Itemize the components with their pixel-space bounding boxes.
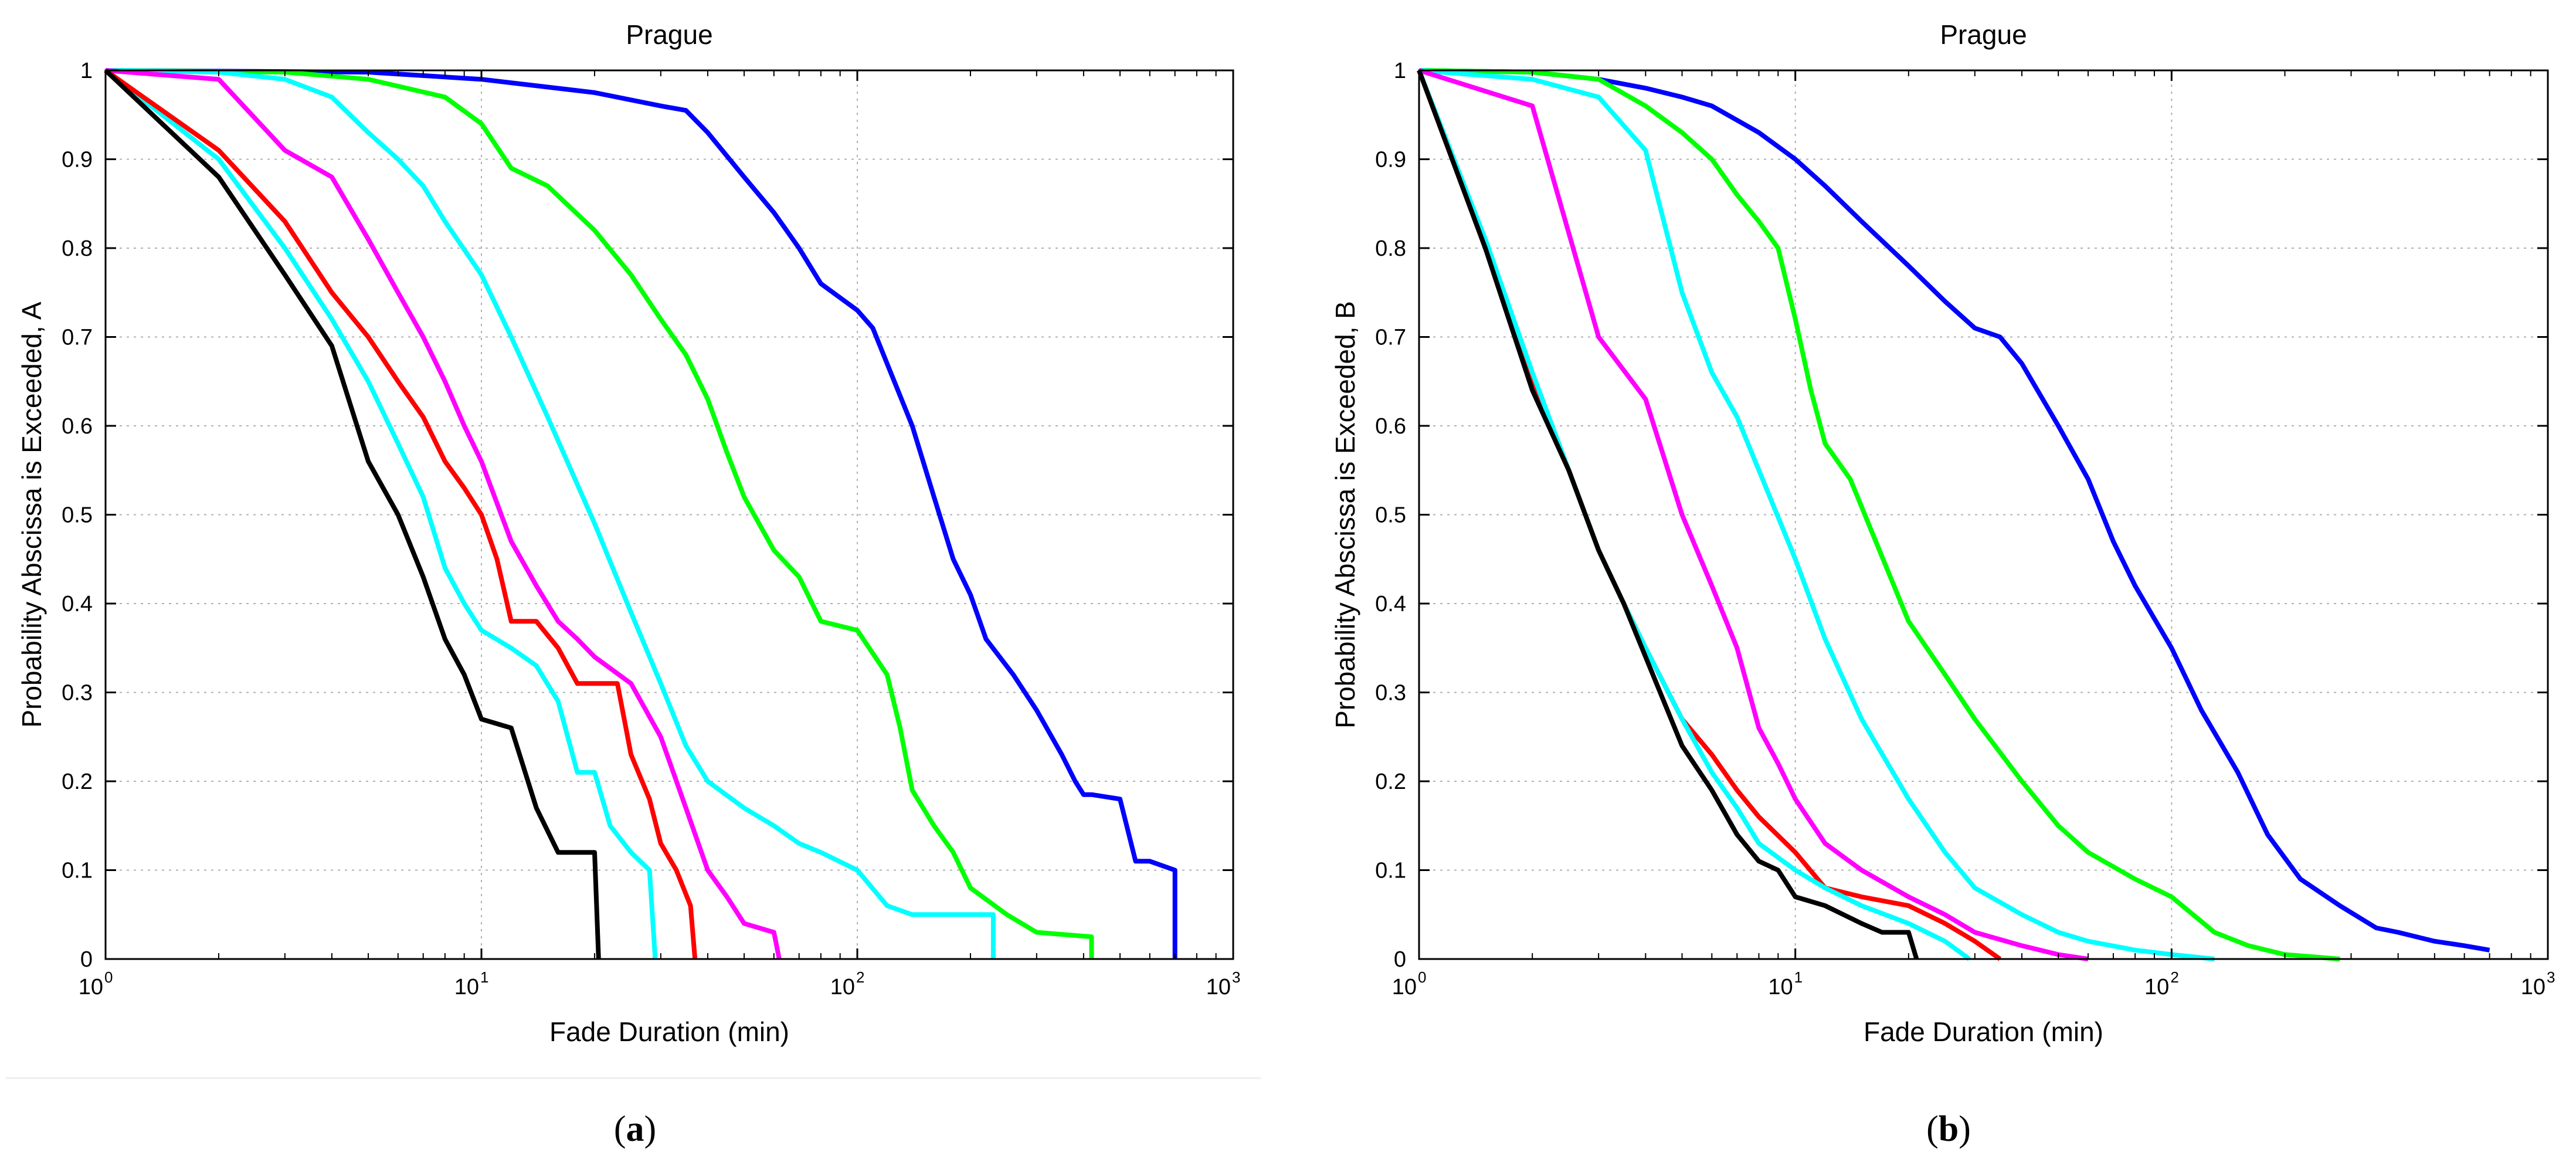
y-tick-label: 0.3 [1375, 681, 1406, 706]
caption-a-close: ) [644, 1109, 657, 1149]
y-tick-label: 0.3 [62, 681, 93, 706]
x-tick-base: 10 [830, 975, 855, 999]
series-line-cyan [105, 68, 996, 959]
y-tick-label: 0.6 [62, 414, 93, 439]
y-tick-label: 0.2 [1375, 770, 1406, 794]
x-tick-label: 10 [2521, 975, 2546, 999]
x-tick-label: 10 [2144, 975, 2169, 999]
y-tick-label: 0.8 [62, 236, 93, 261]
x-tick-exponent: 3 [2547, 968, 2555, 986]
series-line-cyan-2 [1417, 69, 1971, 961]
x-tick-label: 10 [454, 975, 479, 999]
series-line-blue [105, 68, 1177, 959]
x-tick-label: 10 [1768, 975, 1793, 999]
series-line-magenta [105, 68, 782, 960]
y-axis-label: Probability Abscissa is Exceeded, B [1330, 301, 1360, 728]
x-axis-label: Fade Duration (min) [1864, 1016, 2103, 1047]
caption-a: (a) [614, 1109, 656, 1149]
x-tick-base: 10 [2144, 975, 2169, 999]
x-tick-base: 10 [1392, 975, 1417, 999]
x-tick-label: 10 [1206, 975, 1231, 999]
x-tick-label: 10 [830, 975, 855, 999]
y-tick-label: 0.9 [62, 148, 93, 172]
y-tick-label: 0 [1394, 947, 1406, 972]
series-line-black [1417, 69, 1919, 960]
x-tick-label: 10 [79, 975, 103, 999]
y-tick-label: 0.4 [62, 592, 93, 616]
y-tick-label: 0.5 [62, 503, 93, 528]
x-axis-label: Fade Duration (min) [549, 1016, 789, 1047]
caption-a-open: ( [614, 1109, 626, 1149]
y-tick-label: 0.7 [62, 326, 93, 350]
caption-b-letter: b [1939, 1109, 1959, 1149]
y-tick-label: 0.1 [62, 859, 93, 883]
x-tick-base: 10 [79, 975, 103, 999]
series-line-green [1418, 68, 2340, 961]
caption-b-close: ) [1959, 1109, 1971, 1149]
series-line-cyan [1418, 68, 2215, 961]
series-line-red [104, 68, 698, 960]
series-line-black [104, 69, 601, 960]
y-tick-label: 1 [1394, 59, 1406, 83]
y-axis-label: Probability Abscissa is Exceeded, A [16, 301, 47, 727]
y-tick-label: 0.9 [1375, 148, 1406, 172]
y-tick-label: 0.4 [1375, 592, 1406, 616]
x-tick-base: 10 [1768, 975, 1793, 999]
x-tick-exponent: 0 [1418, 968, 1426, 986]
series-line-cyan-2 [104, 68, 658, 960]
caption-b: (b) [1926, 1109, 1971, 1149]
x-tick-exponent: 2 [2170, 968, 2178, 986]
y-tick-label: 0 [80, 947, 93, 972]
x-tick-exponent: 1 [480, 968, 488, 986]
x-tick-base: 10 [454, 975, 479, 999]
y-tick-label: 0.7 [1375, 326, 1406, 350]
series-line-green [105, 68, 1094, 959]
caption-a-letter: a [626, 1109, 644, 1149]
x-tick-base: 10 [2521, 975, 2546, 999]
y-tick-label: 1 [80, 59, 93, 83]
y-tick-label: 0.5 [1375, 503, 1406, 528]
chart-title: Prague [1940, 19, 2027, 50]
x-tick-exponent: 0 [104, 968, 113, 986]
y-tick-label: 0.6 [1375, 414, 1406, 439]
y-tick-label: 0.1 [1375, 859, 1406, 883]
x-tick-base: 10 [1206, 975, 1231, 999]
y-tick-label: 0.2 [62, 770, 93, 794]
x-tick-label: 10 [1392, 975, 1417, 999]
x-tick-exponent: 3 [1232, 968, 1240, 986]
y-tick-label: 0.8 [1375, 236, 1406, 261]
caption-b-open: ( [1926, 1109, 1939, 1149]
x-tick-exponent: 1 [1794, 968, 1803, 986]
x-tick-exponent: 2 [856, 968, 864, 986]
series-line-magenta [1418, 68, 2089, 961]
series-line-blue [1418, 68, 2490, 953]
chart-title: Prague [626, 19, 712, 50]
